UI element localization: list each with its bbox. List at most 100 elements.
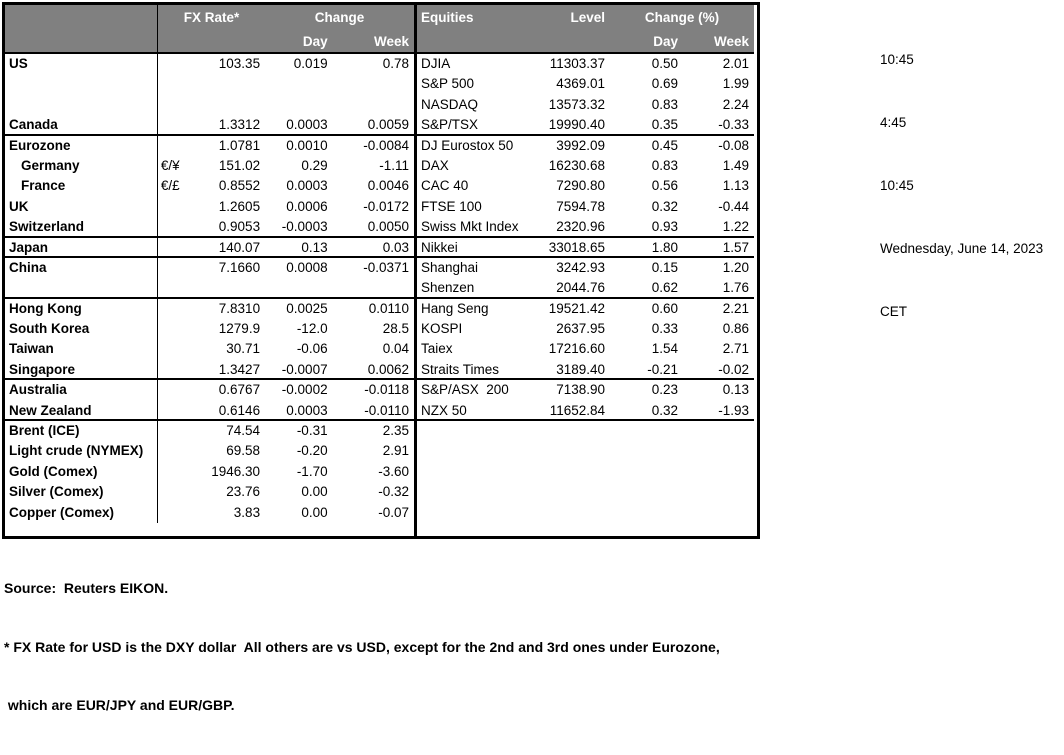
timezone-line: CET	[880, 304, 907, 319]
fx-rate-cell: 1.0781	[158, 136, 265, 156]
fx-row-label: Taiwan	[5, 339, 158, 360]
fx-table-row: Hong Kong 7.8310 0.0025 0.0110	[5, 298, 414, 320]
fx-day-change-value: -0.20	[296, 443, 328, 459]
fx-rate-value: 0.6146	[218, 402, 261, 418]
equity-index-name: DJIA	[421, 56, 451, 71]
fx-week-change-value: 0.0062	[367, 361, 409, 377]
equity-index-name: Swiss Mkt Index	[421, 219, 519, 235]
equity-index-name: NASDAQ	[421, 96, 479, 112]
fx-week-change-value: -0.0172	[363, 198, 409, 214]
equity-level-value: 11652.84	[549, 402, 605, 418]
equity-day-change-value: 0.23	[651, 382, 678, 398]
fx-day-change-value: 0.0003	[286, 402, 328, 418]
fx-rate-cell	[158, 95, 265, 115]
equity-day-change-value: 0.93	[651, 219, 678, 235]
fx-day-change-value: 0.0003	[286, 178, 328, 194]
equity-day-change-value: 0.35	[651, 117, 678, 133]
fx-table-row: Canada 1.3312 0.0003 0.0059	[5, 115, 414, 136]
equity-level-value: 16230.68	[548, 157, 605, 173]
equities-week-column-header: Week	[713, 34, 749, 49]
equities-change-column-header: Change (%)	[644, 10, 720, 25]
equity-week-change-value: 0.86	[722, 321, 749, 337]
timestamp-panel: 10:45 4:45 10:45 Wednesday, June 14, 202…	[880, 7, 1043, 364]
equity-index-name: S&P/ASX 200	[421, 382, 509, 398]
fx-row-label: Light crude (NYMEX)	[5, 441, 158, 462]
fx-day-change-value: 0.0010	[286, 137, 328, 153]
fx-row-label: South Korea	[5, 319, 158, 340]
fx-rate-value: 30.71	[226, 341, 261, 357]
equity-week-change-value: 1.57	[722, 239, 749, 255]
fx-table-row: Brent (ICE) 74.54 -0.31 2.35	[5, 421, 414, 442]
fx-header-row-1: FX Rate* Change	[5, 5, 414, 31]
equity-table-row: Taiex 17216.60 1.54 2.71	[417, 339, 754, 359]
fx-week-change-value: 0.78	[382, 56, 409, 71]
equity-index-name: KOSPI	[421, 321, 463, 337]
equity-index-name: Straits Times	[421, 361, 500, 377]
fx-week-change-value	[333, 74, 414, 94]
fx-rate-value: 1.2605	[218, 198, 261, 214]
equity-table-row: Shenzen 2044.76 0.62 1.76	[417, 278, 754, 299]
fx-day-change-value	[265, 74, 333, 94]
equities-header-row-1: Equities Level Change (%)	[417, 5, 754, 31]
equity-table-row: NASDAQ 13573.32 0.83 2.24	[417, 95, 754, 115]
equity-index-name: CAC 40	[421, 178, 469, 194]
fx-rate-value: 23.76	[226, 484, 261, 500]
equity-table-row: KOSPI 2637.95 0.33 0.86	[417, 319, 754, 339]
fx-day-change-value	[265, 278, 333, 296]
fx-header-label-spacer	[5, 5, 158, 31]
fx-rate-cell: 69.58	[158, 441, 265, 461]
timestamp-line: 10:45	[880, 52, 914, 67]
fx-row-label: Singapore	[5, 359, 158, 379]
fx-day-change-value: -0.0003	[281, 219, 328, 235]
fx-week-change-value: -3.60	[378, 463, 409, 479]
fx-week-change-value: 0.0046	[367, 178, 409, 194]
fx-week-change-value: -0.0084	[363, 137, 409, 153]
fx-day-column-header: Day	[302, 34, 328, 49]
equity-week-change-value: -0.02	[718, 361, 749, 377]
fx-day-change-value: -0.0007	[281, 361, 328, 377]
fx-week-change-value: -0.32	[378, 484, 409, 500]
fx-row-label	[5, 74, 158, 95]
fx-rate-value: 1.0781	[218, 137, 261, 153]
equity-index-name: Nikkei	[421, 239, 458, 255]
equity-day-change-value: 1.54	[651, 341, 678, 357]
fx-row-label: Hong Kong	[5, 298, 158, 320]
fx-row-label: US	[5, 54, 158, 75]
equities-day-column-header: Day	[653, 34, 678, 49]
fx-rate-value: 1279.9	[218, 321, 261, 337]
fx-table-row	[5, 94, 414, 116]
fx-rate-value: 1.3312	[218, 117, 261, 133]
fx-row-label: New Zealand	[5, 400, 158, 420]
equity-week-change-value: 2.01	[722, 56, 749, 71]
fx-day-change-value: -1.70	[296, 463, 328, 479]
fx-rate-cell: 7.8310	[158, 299, 265, 319]
equity-index-name: S&P 500	[421, 76, 475, 92]
equities-table-body: DJIA 11303.37 0.50 2.01 S&P 500 4369.01 0.69 1.…	[417, 54, 754, 422]
fx-footnote-line-1: * FX Rate for USD is the DXY dollar All …	[4, 638, 720, 655]
fx-day-change-value: 0.13	[301, 239, 328, 255]
fx-rate-cell: 0.6767	[158, 380, 265, 400]
fx-rate-cell: €/¥ 151.02	[158, 156, 265, 176]
equity-table-row: Straits Times 3189.40 -0.21 -0.02	[417, 360, 754, 381]
fx-week-change-value: 0.0050	[367, 219, 409, 235]
fx-rate-cell: 103.35	[158, 54, 265, 74]
equity-index-name: Shenzen	[421, 280, 475, 296]
fx-row-label: Switzerland	[5, 217, 158, 236]
equity-table-row: DJIA 11303.37 0.50 2.01	[417, 54, 754, 74]
fx-week-change-value: 0.0059	[367, 117, 409, 133]
equity-index-name: Hang Seng	[421, 300, 489, 316]
fx-day-change-value: 0.0003	[286, 117, 328, 133]
fx-day-change-value: 0.019	[293, 56, 328, 71]
equity-week-change-value: 1.99	[722, 76, 749, 92]
equity-table-row: Nikkei 33018.65 1.80 1.57	[417, 238, 754, 258]
equity-index-name: DJ Eurostox 50	[421, 137, 514, 153]
fx-table-row: Copper (Comex) 3.83 0.00 -0.07	[5, 502, 414, 523]
fx-table-row: France €/£ 0.8552 0.0003 0.0046	[5, 176, 414, 197]
equity-day-change-value: 0.62	[651, 280, 678, 296]
fx-rate-cell: 3.83	[158, 503, 265, 523]
fx-rate-cell: 1.3312	[158, 115, 265, 133]
fx-week-change-value: -0.0371	[363, 259, 409, 275]
fx-row-label: Copper (Comex)	[5, 502, 158, 523]
equity-index-name: S&P/TSX	[421, 117, 479, 133]
fx-week-change-value: 28.5	[382, 321, 409, 337]
